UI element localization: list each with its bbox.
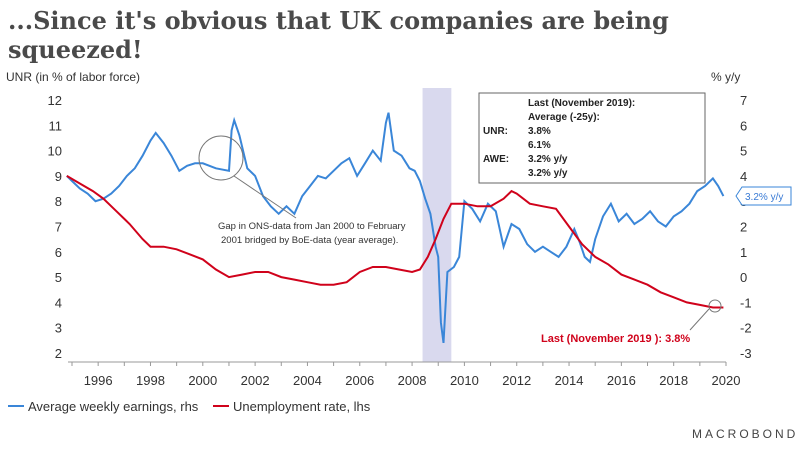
right-tick-label: 4 [740, 169, 747, 184]
left-tick-label: 8 [55, 194, 62, 209]
x-tick-label: 2008 [398, 373, 427, 388]
x-tick-label: 2014 [555, 373, 584, 388]
right-tick-label: -3 [740, 346, 752, 361]
unr-last-label: Last (November 2019 ): 3.8% [541, 333, 690, 345]
x-axis-ticks: 1996 1998 2000 2002 2004 2006 2008 2010 2012 2014… [71, 362, 741, 388]
series-line-unemployment-rate [66, 175, 724, 309]
x-tick-label: 2004 [293, 373, 322, 388]
x-tick-label: 2020 [712, 373, 741, 388]
x-tick-label: 2016 [607, 373, 636, 388]
summary-unr-average: 6.1% [528, 140, 551, 151]
right-tick-label: 0 [740, 270, 747, 285]
series-line-average-weekly-earnings [66, 112, 725, 344]
x-tick-label: 1998 [136, 373, 165, 388]
recession-band [422, 88, 452, 362]
gap-note-line-1: Gap in ONS-data from Jan 2000 to Februar… [218, 221, 406, 232]
x-tick-label: 2002 [241, 373, 270, 388]
right-tick-label: -2 [740, 321, 752, 336]
right-tick-label: 2 [740, 220, 747, 235]
brand-logo: MACROBOND [692, 427, 798, 441]
legend-label-unr: Unemployment rate, lhs [233, 399, 371, 414]
right-axis-title: % y/y [711, 70, 740, 84]
x-tick-label: 2010 [450, 373, 479, 388]
x-tick-label: 1996 [84, 373, 113, 388]
summary-unr-last: 3.8% [528, 126, 551, 137]
right-tick-label: 1 [740, 245, 747, 260]
left-axis-title: UNR (in % of labor force) [6, 70, 140, 84]
awe-last-tag-label: 3.2% y/y [745, 192, 783, 203]
left-tick-label: 9 [55, 169, 62, 184]
awe-last-tag [735, 186, 792, 206]
unr-last-circle [708, 299, 722, 313]
x-tick-label: 2000 [188, 373, 217, 388]
summary-unr-label: UNR: [483, 126, 508, 137]
summary-box-header: Last (November 2019): [528, 98, 635, 109]
gap-highlight-circle [198, 135, 244, 181]
summary-awe-label: AWE: [483, 154, 509, 165]
left-tick-label: 12 [48, 93, 62, 108]
x-tick-label: 2018 [659, 373, 688, 388]
legend-label-awe: Average weekly earnings, rhs [28, 399, 199, 414]
unr-last-leader [689, 308, 710, 331]
left-tick-label: 2 [55, 346, 62, 361]
summary-awe-average: 3.2% y/y [528, 168, 568, 179]
right-tick-label: 5 [740, 144, 747, 159]
chart-title: ...Since it's obvious that UK companies … [8, 6, 669, 64]
summary-box-subheader: Average (-25y): [528, 112, 600, 123]
left-tick-label: 5 [55, 270, 62, 285]
left-tick-label: 6 [55, 245, 62, 260]
right-axis-ticks: -3-2-101234567 [740, 93, 752, 361]
right-tick-label: 7 [740, 93, 747, 108]
gap-note-line-2: 2001 bridged by BoE-data (year average). [221, 235, 398, 246]
left-tick-label: 7 [55, 220, 62, 235]
x-tick-label: 2012 [502, 373, 531, 388]
right-tick-label: -1 [740, 295, 752, 310]
gap-leader-line [233, 175, 297, 219]
summary-awe-last: 3.2% y/y [528, 154, 568, 165]
x-tick-label: 2006 [345, 373, 374, 388]
left-tick-label: 11 [49, 118, 63, 133]
summary-box [478, 92, 706, 184]
left-tick-label: 10 [48, 144, 62, 159]
right-tick-label: 6 [740, 118, 747, 133]
left-axis-ticks: 2 3 4 5 6 7 8 9 10 11 12 [48, 93, 62, 361]
left-tick-label: 3 [55, 321, 62, 336]
left-tick-label: 4 [55, 295, 62, 310]
